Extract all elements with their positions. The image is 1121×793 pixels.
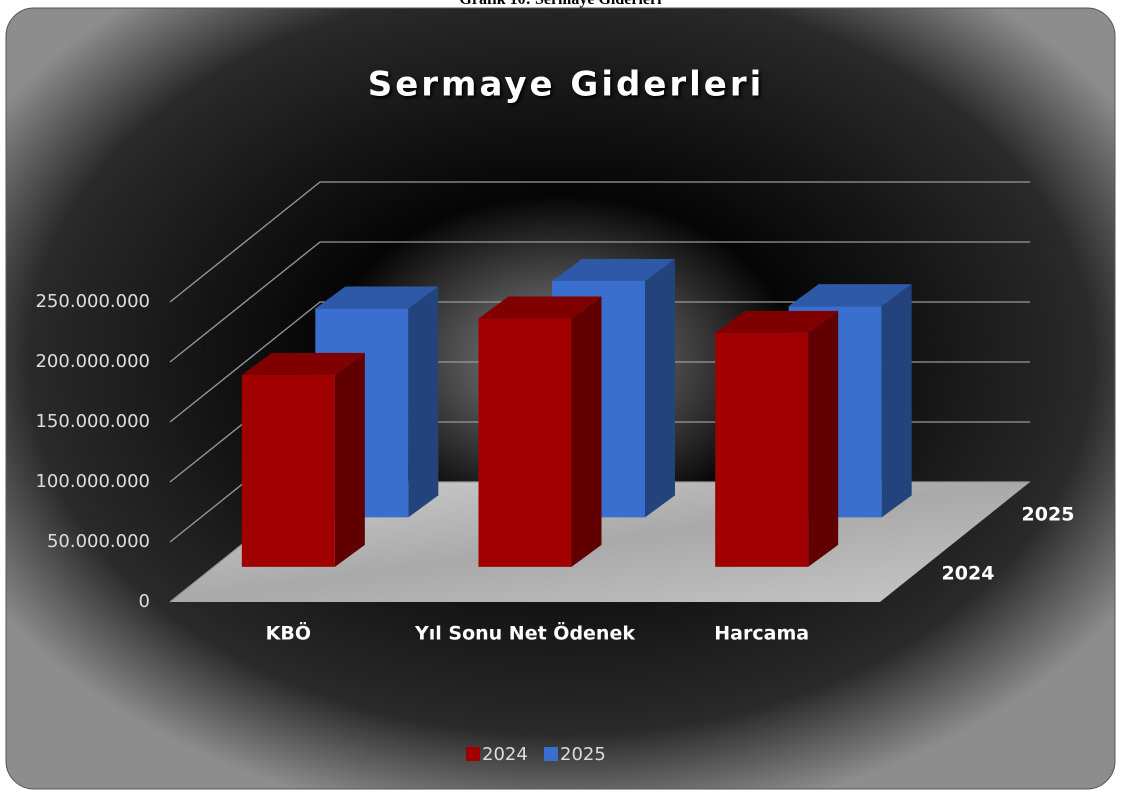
bar-front [715, 332, 809, 567]
bar-side [571, 296, 602, 567]
bar-front [241, 374, 335, 567]
grid-line [169, 181, 1030, 303]
grid-line [169, 301, 1030, 423]
legend-swatch [544, 747, 558, 761]
y-tick-label: 100.000.000 [35, 471, 150, 492]
y-tick-label: 0 [139, 591, 150, 612]
legend-label: 2024 [482, 744, 528, 765]
series-axis-label: 2024 [942, 563, 995, 585]
bar-side [881, 284, 912, 518]
y-tick-label: 250.000.000 [35, 291, 150, 312]
chart-title: Sermaye Giderleri [368, 65, 765, 105]
bar-top [715, 310, 839, 333]
legend-swatch [466, 747, 480, 761]
legend-label: 2025 [560, 744, 606, 765]
bar-top [315, 286, 439, 309]
series-axis-label: 2025 [1022, 504, 1075, 526]
y-tick-label: 150.000.000 [35, 411, 150, 432]
caption: Grafik 10: Sermaye Giderleri [0, 0, 1121, 9]
bar-side [408, 286, 439, 518]
grid-line [169, 241, 1030, 363]
bar-top [552, 258, 675, 281]
bar-top [788, 284, 912, 307]
bar-side [808, 310, 839, 567]
x-tick-label: Yıl Sonu Net Ödenek [414, 621, 635, 645]
y-tick-label: 200.000.000 [35, 351, 150, 372]
bar-top [241, 352, 365, 375]
bar-side [334, 352, 365, 567]
bar-front [478, 318, 572, 567]
x-tick-label: Harcama [714, 623, 809, 645]
x-tick-label: KBÖ [266, 621, 311, 645]
bar-top [478, 296, 602, 319]
y-tick-label: 50.000.000 [47, 531, 150, 552]
bar-side [645, 258, 675, 518]
